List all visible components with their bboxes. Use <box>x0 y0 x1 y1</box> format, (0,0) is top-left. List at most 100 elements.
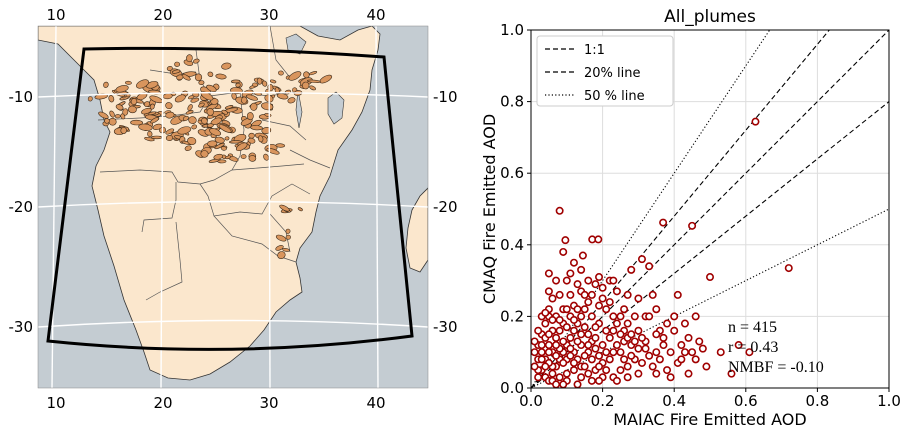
fire-patch <box>277 251 286 260</box>
fire-patch <box>221 62 232 70</box>
data-point <box>645 312 654 321</box>
map-top-tick: 10 <box>46 6 65 24</box>
data-point <box>645 262 654 271</box>
lake <box>327 91 345 125</box>
data-point <box>544 341 553 350</box>
fire-patch <box>144 136 155 142</box>
line-50pct-lower <box>531 208 889 388</box>
data-point <box>666 373 675 382</box>
fire-patch <box>186 54 193 63</box>
fire-patch <box>190 97 200 103</box>
data-point <box>544 330 553 339</box>
data-point <box>531 348 539 357</box>
lake <box>285 33 307 55</box>
data-point <box>559 380 568 388</box>
x-tick-label: 0.4 <box>662 392 686 410</box>
data-point <box>552 341 561 350</box>
data-point <box>698 344 707 353</box>
data-point <box>591 323 600 332</box>
data-point <box>562 276 571 285</box>
data-point <box>630 337 639 346</box>
fire-patch <box>250 125 263 131</box>
fire-patch <box>125 80 132 85</box>
data-point <box>591 280 600 289</box>
fire-patch <box>114 114 121 119</box>
fire-patch <box>246 94 258 101</box>
map-top-tick: 40 <box>366 6 385 24</box>
map-bottom-tick: 20 <box>153 394 172 412</box>
data-point <box>695 337 704 346</box>
fire-patch <box>115 85 129 93</box>
data-point <box>620 305 629 314</box>
data-point <box>702 362 711 371</box>
line-1to1 <box>531 30 889 388</box>
x-axis-label: MAIAC Fire Emitted AOD <box>613 410 806 429</box>
fire-patch <box>224 136 230 141</box>
fire-patch <box>128 105 137 114</box>
fire-patch <box>146 81 159 89</box>
fire-patch <box>285 234 291 240</box>
data-point <box>552 380 561 388</box>
data-point <box>595 362 604 371</box>
fire-patch <box>165 134 174 142</box>
fire-patch <box>235 82 241 88</box>
y-axis-label: CMAQ Fire Emitted AOD <box>480 114 499 304</box>
data-point <box>537 355 546 364</box>
fire-patch <box>250 102 258 111</box>
fire-patch <box>275 234 287 242</box>
data-point <box>552 276 561 285</box>
data-point <box>602 348 611 357</box>
data-point <box>641 344 650 353</box>
fire-patch <box>303 71 310 79</box>
data-point <box>580 351 589 360</box>
fire-patch <box>108 95 115 103</box>
data-point <box>616 330 625 339</box>
fire-patch <box>174 61 180 67</box>
map-top-tick: 20 <box>153 6 172 24</box>
y-tick-label: 0.0 <box>500 379 524 397</box>
data-point <box>652 348 661 357</box>
map-bottom-tick: 30 <box>259 394 278 412</box>
data-point <box>623 362 632 371</box>
fire-patch <box>287 97 296 104</box>
fire-patch <box>147 130 153 138</box>
data-point <box>691 312 700 321</box>
data-point <box>637 358 646 367</box>
fire-patch <box>136 79 149 89</box>
data-point <box>541 308 550 317</box>
y-tick-label: 0.4 <box>500 236 524 254</box>
data-point <box>627 265 636 274</box>
data-point <box>684 333 693 342</box>
data-point <box>598 294 607 303</box>
fire-patch <box>246 112 254 121</box>
data-point <box>612 319 621 328</box>
data-point <box>584 330 593 339</box>
fire-patch <box>275 143 286 148</box>
fire-patch <box>206 123 214 128</box>
stat-r: r = 0.43 <box>728 339 778 356</box>
data-point <box>602 366 611 375</box>
fire-patch <box>143 101 151 107</box>
map-left-tick: -20 <box>9 198 34 216</box>
fire-patch <box>269 79 277 84</box>
map-right-tick: -20 <box>433 198 458 216</box>
x-tick-label: 0.6 <box>734 392 758 410</box>
fire-patch <box>256 77 263 85</box>
fire-patch <box>148 111 157 116</box>
fire-patch <box>192 58 200 64</box>
data-point <box>534 326 543 335</box>
data-point <box>587 376 596 385</box>
data-point <box>616 366 625 375</box>
data-points <box>531 117 793 388</box>
data-point <box>541 362 550 371</box>
data-point <box>612 376 621 385</box>
data-point <box>541 319 550 328</box>
plot-frame <box>530 29 890 389</box>
data-point <box>573 337 582 346</box>
data-point <box>609 326 618 335</box>
data-point <box>688 221 697 230</box>
data-point <box>634 344 643 353</box>
map-left-tick: -30 <box>9 318 34 336</box>
data-point <box>623 290 632 299</box>
